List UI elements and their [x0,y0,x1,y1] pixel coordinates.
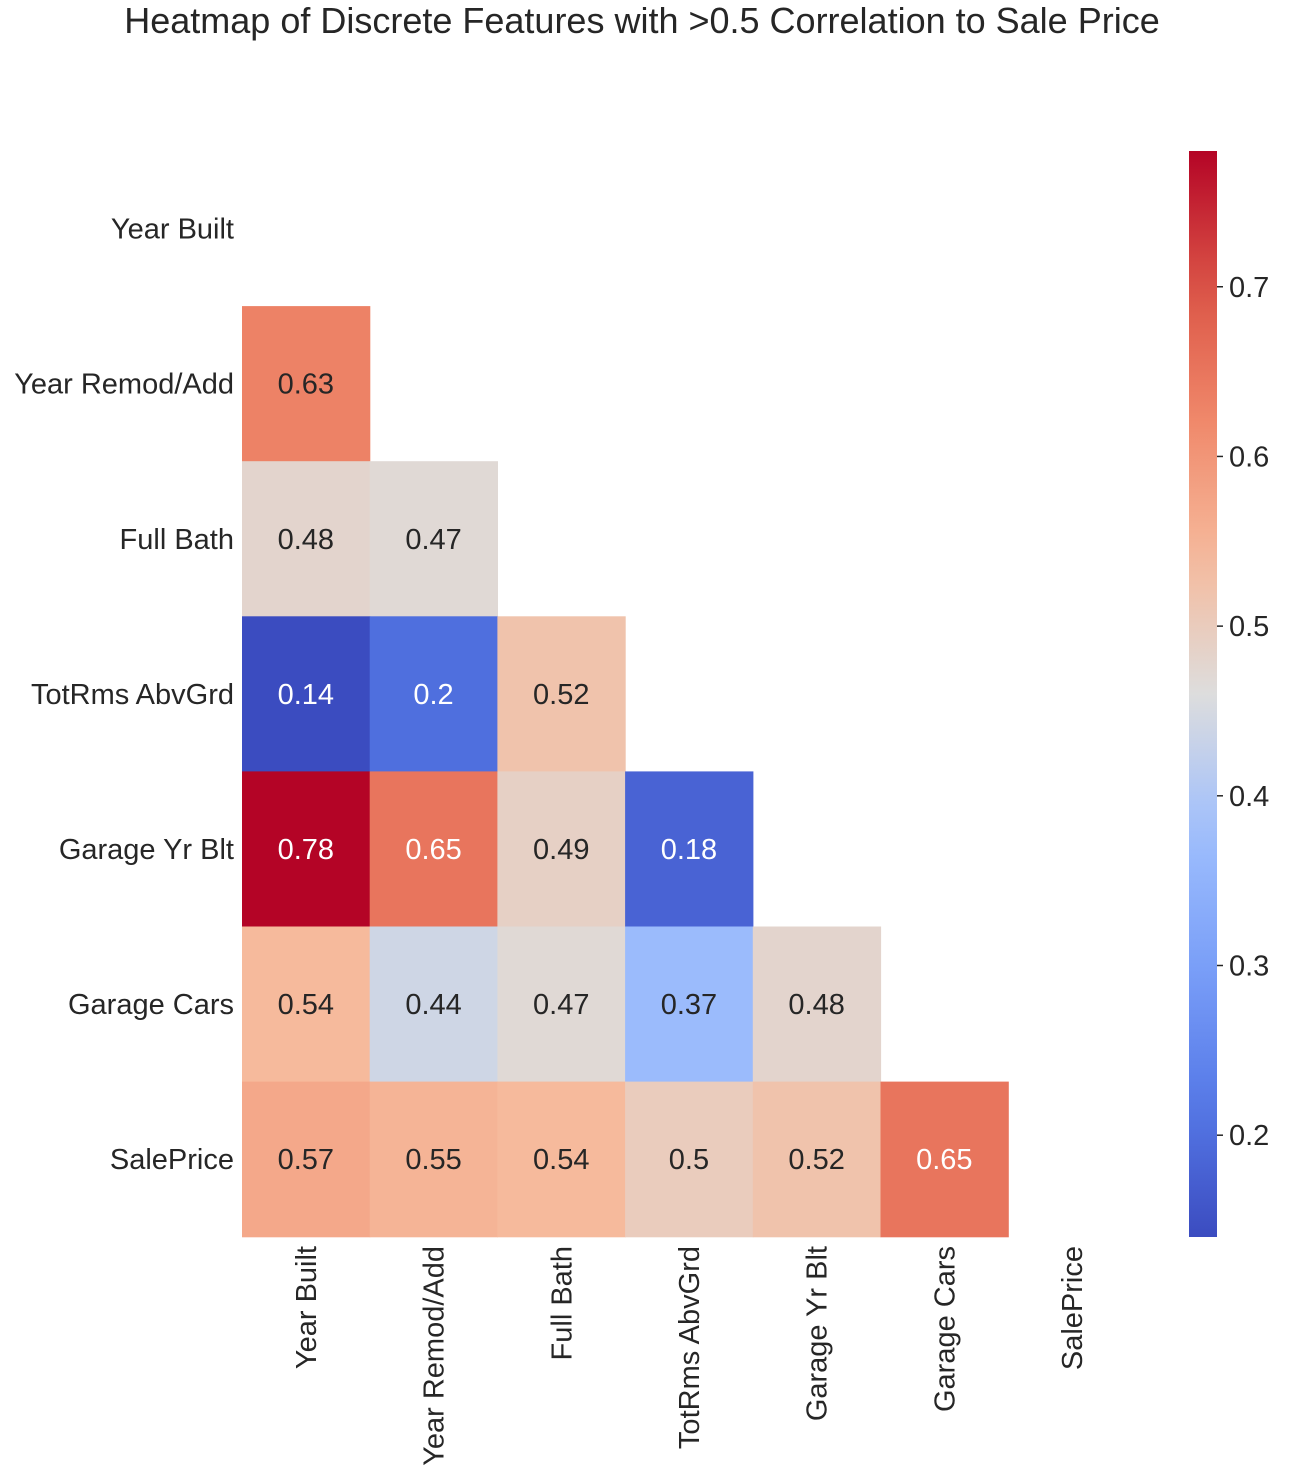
colorbar-tick-label: 0.6 [1229,441,1269,473]
y-tick-labels: Year Built Year Remod/Add Full Bath TotRms … [14,214,234,1177]
cell-value-label: 0.65 [405,834,461,866]
cell-value-label: 0.47 [533,989,589,1021]
colorbar-tick-label: 0.4 [1229,781,1269,813]
cell-value-label: 0.78 [278,834,334,866]
y-tick-label-full-bath: Full Bath [120,524,234,556]
cell-value-label: 0.63 [278,369,334,401]
heatmap-cell [880,1081,1009,1238]
x-tick-label-year-remod-add: Year Remod/Add [419,1246,451,1466]
cell-value-label: 0.47 [405,524,461,556]
heatmap-cell [497,926,626,1083]
heatmap-cell [242,771,371,928]
heatmap-cell [625,926,754,1083]
heatmap-cell [242,1081,371,1238]
cell-value-label: 0.65 [916,1144,972,1176]
cell-value-label: 0.44 [405,989,461,1021]
heatmap-cells: 0.63 0.48 0.47 0.14 0.2 0.52 0.78 0.65 0.49 0.18 0… [242,306,1009,1238]
cell-value-label: 0.18 [661,834,717,866]
colorbar-tick-label: 0.2 [1229,1120,1269,1152]
cell-value-label: 0.48 [278,524,334,556]
cell-value-label: 0.54 [278,989,334,1021]
x-tick-label-saleprice: SalePrice [1057,1246,1089,1370]
y-tick-label-garage-cars: Garage Cars [68,989,234,1021]
y-tick-label-totrms-abvgrd: TotRms AbvGrd [31,679,234,711]
heatmap-cell [497,616,626,772]
colorbar [1189,151,1217,1237]
cell-value-label: 0.49 [533,834,589,866]
heatmap-cell [497,771,626,928]
heatmap-cell [752,926,882,1083]
heatmap-cell [752,1081,882,1238]
x-tick-label-garage-cars: Garage Cars [929,1246,961,1412]
heatmap-cell [497,1081,626,1238]
x-tick-labels: Year Built Year Remod/Add Full Bath TotRms … [291,1246,1089,1466]
x-tick-label-full-bath: Full Bath [546,1246,578,1360]
cell-value-label: 0.5 [669,1144,709,1176]
heatmap-cell [625,771,754,928]
heatmap-cell [242,461,371,617]
cell-value-label: 0.52 [533,679,589,711]
x-tick-label-garage-yr-blt: Garage Yr Blt [802,1246,834,1421]
heatmap-cell [369,926,498,1083]
x-tick-label-totrms-abvgrd: TotRms AbvGrd [674,1246,706,1449]
heatmap-cell [625,1081,754,1238]
cell-value-label: 0.37 [661,989,717,1021]
y-tick-label-saleprice: SalePrice [110,1144,234,1176]
cell-value-label: 0.57 [278,1144,334,1176]
cell-value-label: 0.48 [788,989,844,1021]
heatmap-cell [242,306,371,462]
colorbar-tick-label: 0.5 [1229,611,1269,643]
colorbar-tick-label: 0.3 [1229,951,1269,983]
cell-value-label: 0.52 [788,1144,844,1176]
x-tick-label-year-built: Year Built [291,1246,323,1369]
heatmap-cell [242,926,371,1083]
y-tick-label-year-remod-add: Year Remod/Add [14,369,234,401]
heatmap-cell [242,616,371,772]
cell-value-label: 0.14 [278,679,334,711]
colorbar-tick-label: 0.7 [1229,272,1269,304]
heatmap-cell [369,461,498,617]
cell-value-label: 0.54 [533,1144,589,1176]
heatmap-cell [369,771,498,928]
y-tick-label-garage-yr-blt: Garage Yr Blt [59,834,234,866]
colorbar-ticks: 0.2 0.3 0.4 0.5 0.6 0.7 [1217,272,1269,1152]
cell-value-label: 0.2 [413,679,453,711]
chart-title: Heatmap of Discrete Features with >0.5 C… [124,0,1159,41]
y-tick-label-year-built: Year Built [111,214,234,246]
cell-value-label: 0.55 [405,1144,461,1176]
heatmap-cell [369,1081,498,1238]
heatmap-cell [369,616,498,772]
